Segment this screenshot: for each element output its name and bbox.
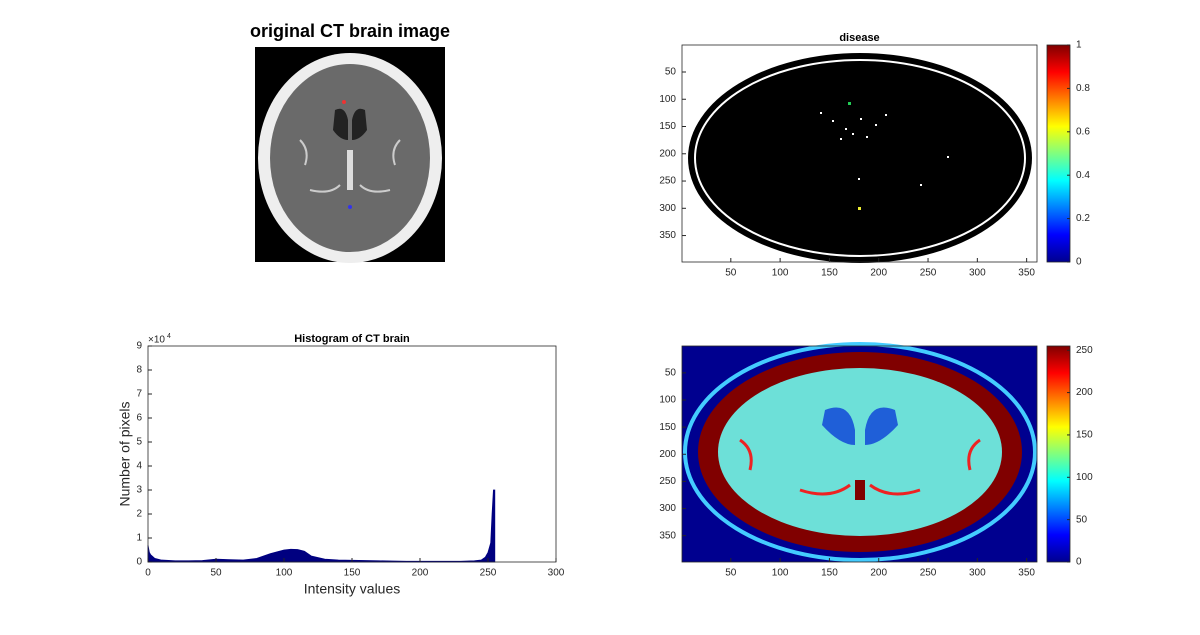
x-tick-label: 200: [870, 268, 887, 279]
y-tick-label: 5: [136, 437, 142, 448]
y-tick-label: 350: [659, 530, 676, 541]
x-axis-label: Intensity values: [304, 581, 401, 597]
y-tick-label: 50: [665, 67, 677, 78]
y-tick-label: 4: [136, 461, 142, 472]
colorbar-tick-label: 0: [1076, 257, 1082, 268]
y-exponent-power: 4: [167, 333, 171, 340]
y-tick-label: 150: [659, 422, 676, 433]
axes-box: [681, 345, 1038, 563]
colorbar-tick-label: 50: [1076, 514, 1088, 525]
x-tick-label: 100: [276, 568, 293, 579]
x-tick-label: 300: [548, 568, 565, 579]
colorbar: [1046, 44, 1071, 263]
y-axis-label: Number of pixels: [117, 401, 133, 506]
y-tick-label: 200: [659, 148, 676, 159]
y-tick-label: 0: [136, 557, 142, 568]
x-tick-label: 200: [870, 568, 887, 579]
y-tick-label: 50: [665, 368, 677, 379]
colorbar-tick-label: 0.8: [1076, 83, 1090, 94]
colorbar-tick-label: 150: [1076, 430, 1093, 441]
y-tick-label: 3: [136, 485, 142, 496]
x-tick-label: 350: [1018, 268, 1035, 279]
x-tick-label: 0: [145, 568, 151, 579]
y-tick-label: 8: [136, 365, 142, 376]
y-tick-label: 9: [136, 341, 142, 352]
y-tick-label: 7: [136, 389, 142, 400]
axes-box: [681, 44, 1038, 263]
colorbar-tick-label: 0.2: [1076, 213, 1090, 224]
x-tick-label: 50: [210, 568, 222, 579]
colorbar-tick-label: 0: [1076, 557, 1082, 568]
x-tick-label: 200: [412, 568, 429, 579]
x-tick-label: 150: [821, 268, 838, 279]
histogram-area: [147, 489, 496, 563]
y-tick-label: 250: [659, 176, 676, 187]
x-tick-label: 100: [772, 268, 789, 279]
panel-title: disease: [839, 32, 879, 44]
colorbar-tick-label: 0.4: [1076, 170, 1090, 181]
colorbar-tick-label: 100: [1076, 472, 1093, 483]
x-tick-label: 350: [1018, 568, 1035, 579]
y-tick-label: 300: [659, 203, 676, 214]
panel-title: original CT brain image: [250, 21, 450, 41]
y-tick-label: 150: [659, 121, 676, 132]
y-tick-label: 300: [659, 503, 676, 514]
x-tick-label: 300: [969, 568, 986, 579]
x-tick-label: 250: [480, 568, 497, 579]
y-tick-label: 6: [136, 413, 142, 424]
x-tick-label: 250: [920, 568, 937, 579]
panel-title: Histogram of CT brain: [294, 333, 410, 345]
y-tick-label: 1: [136, 533, 142, 544]
x-tick-label: 50: [725, 568, 737, 579]
y-tick-label: 2: [136, 509, 142, 520]
axes-box: [147, 345, 557, 563]
x-tick-label: 300: [969, 268, 986, 279]
y-tick-label: 100: [659, 395, 676, 406]
x-tick-label: 150: [344, 568, 361, 579]
colorbar-tick-label: 250: [1076, 345, 1093, 356]
colorbar-tick-label: 200: [1076, 387, 1093, 398]
y-tick-label: 100: [659, 94, 676, 105]
ct-image: [255, 47, 445, 263]
y-tick-label: 250: [659, 476, 676, 487]
x-tick-label: 50: [725, 268, 737, 279]
colorbar-tick-label: 0.6: [1076, 126, 1090, 137]
jet-image: [682, 342, 1037, 562]
y-tick-label: 350: [659, 230, 676, 241]
x-tick-label: 150: [821, 568, 838, 579]
x-tick-label: 250: [920, 268, 937, 279]
x-tick-label: 100: [772, 568, 789, 579]
y-tick-label: 200: [659, 449, 676, 460]
y-exponent: ×10: [148, 335, 165, 346]
colorbar-tick-label: 1: [1076, 40, 1082, 51]
colorbar: [1046, 345, 1071, 563]
disease-image: [682, 45, 1037, 263]
